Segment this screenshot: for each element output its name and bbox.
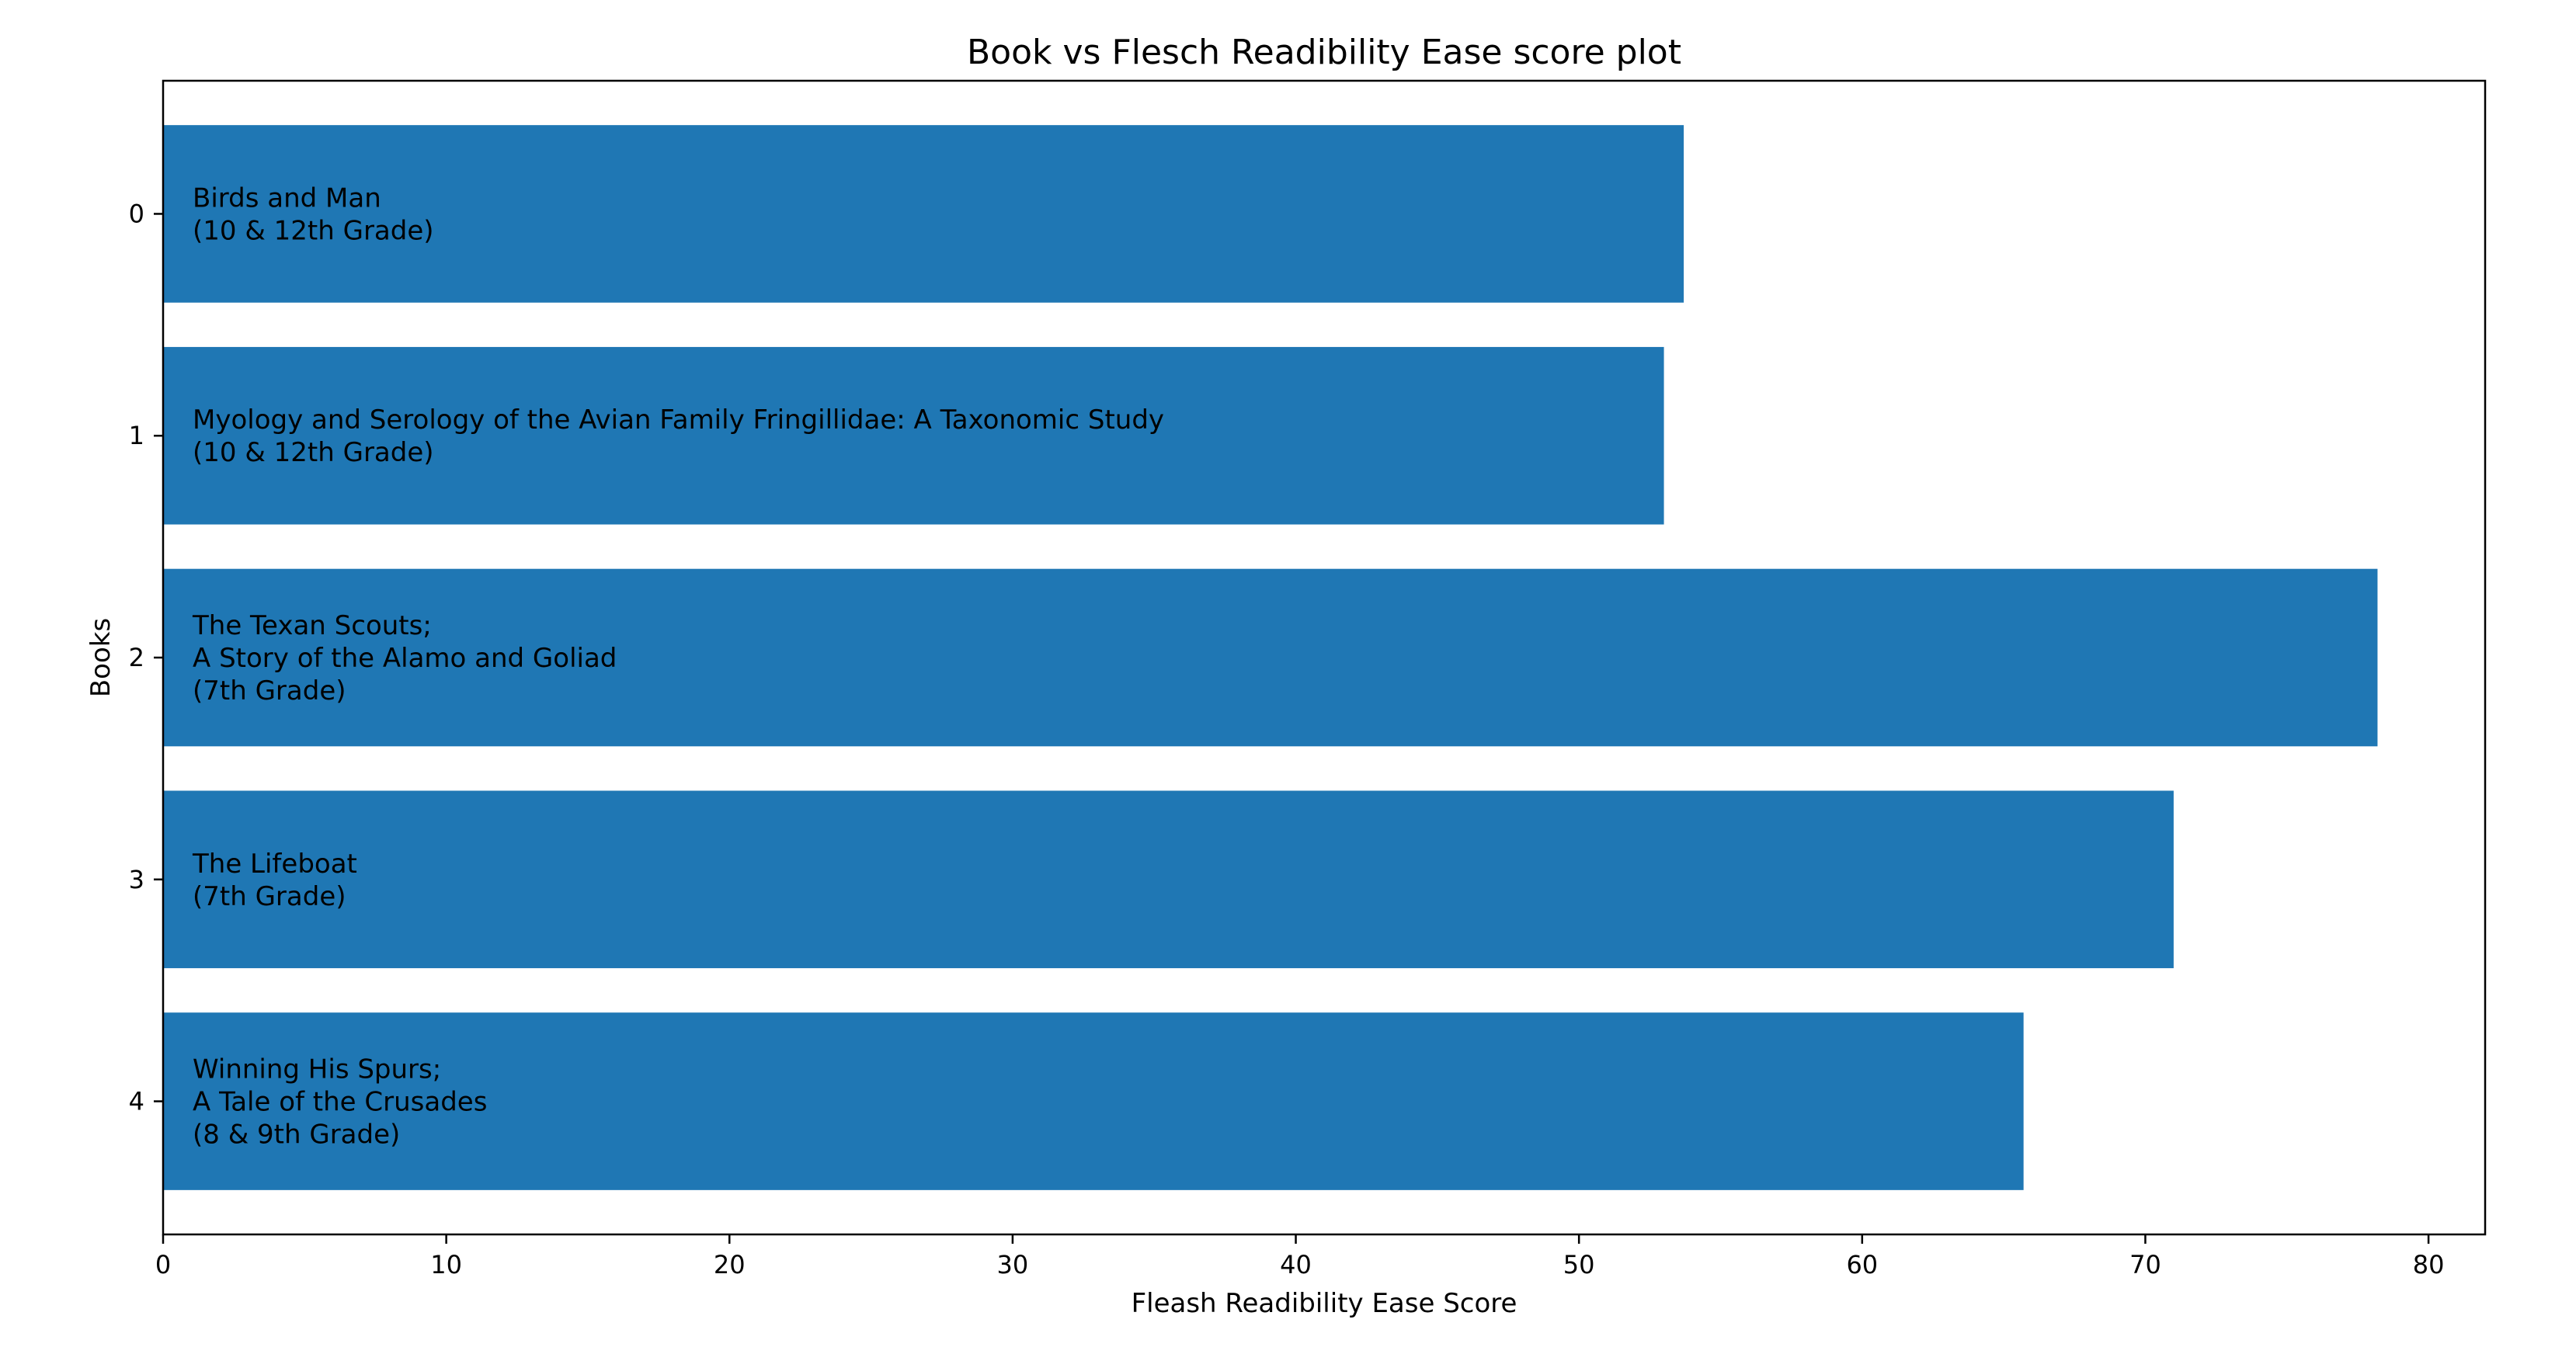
x-tick-label-1: 10 bbox=[430, 1250, 462, 1279]
bar-label-3: The Lifeboat (7th Grade) bbox=[192, 849, 357, 912]
bar-label-0-line-0: Birds and Man bbox=[193, 182, 381, 214]
y-tick-label-0: 0 bbox=[129, 199, 144, 228]
bars-group bbox=[163, 125, 2378, 1190]
x-tick-label-7: 70 bbox=[2129, 1250, 2161, 1279]
bar-label-2-line-0: The Texan Scouts; bbox=[192, 610, 432, 641]
bar-label-1-line-1: (10 & 12th Grade) bbox=[193, 437, 434, 468]
bar-label-4-line-2: (8 & 9th Grade) bbox=[193, 1120, 400, 1151]
bar-label-4: Winning His Spurs; A Tale of the Crusades… bbox=[193, 1054, 487, 1151]
x-tick-label-5: 50 bbox=[1563, 1250, 1595, 1279]
bar-label-3-line-0: The Lifeboat bbox=[192, 849, 357, 880]
y-axis-label: Books bbox=[85, 618, 116, 697]
bar-4 bbox=[163, 1012, 2024, 1190]
bar-label-2-line-2: (7th Grade) bbox=[193, 675, 346, 706]
bar-label-0: Birds and Man (10 & 12th Grade) bbox=[193, 182, 434, 246]
y-tick-label-2: 2 bbox=[129, 643, 144, 672]
bar-label-1: Myology and Serology of the Avian Family… bbox=[193, 404, 1164, 468]
x-tick-label-6: 60 bbox=[1846, 1250, 1878, 1279]
bar-0 bbox=[163, 125, 1684, 303]
x-tick-label-4: 40 bbox=[1280, 1250, 1312, 1279]
x-axis: 0 10 20 30 40 50 60 70 80 bbox=[155, 1234, 2445, 1279]
chart-title: Book vs Flesch Readibility Ease score pl… bbox=[967, 33, 1681, 72]
bar-2 bbox=[163, 568, 2378, 747]
bar-label-2-line-1: A Story of the Alamo and Goliad bbox=[193, 643, 617, 674]
bar-1 bbox=[163, 346, 1664, 525]
bar-label-1-line-0: Myology and Serology of the Avian Family… bbox=[193, 404, 1164, 436]
bar-labels-group: Birds and Man (10 & 12th Grade)Myology an… bbox=[192, 182, 1164, 1150]
bar-label-4-line-0: Winning His Spurs; bbox=[193, 1054, 441, 1085]
y-tick-label-1: 1 bbox=[129, 421, 144, 450]
y-axis: 0 1 2 3 4 bbox=[129, 199, 163, 1116]
x-tick-label-3: 30 bbox=[997, 1250, 1029, 1279]
bar-label-4-line-1: A Tale of the Crusades bbox=[193, 1087, 487, 1118]
bar-label-3-line-1: (7th Grade) bbox=[193, 881, 346, 912]
bar-label-0-line-1: (10 & 12th Grade) bbox=[193, 215, 434, 246]
y-tick-label-3: 3 bbox=[129, 865, 144, 894]
x-axis-label: Fleash Readibility Ease Score bbox=[1132, 1288, 1517, 1319]
y-tick-label-4: 4 bbox=[129, 1087, 144, 1116]
bar-3 bbox=[163, 790, 2174, 969]
x-tick-label-8: 80 bbox=[2413, 1250, 2445, 1279]
x-tick-label-0: 0 bbox=[155, 1250, 171, 1279]
bar-label-2: The Texan Scouts; A Story of the Alamo an… bbox=[192, 610, 617, 706]
x-tick-label-2: 20 bbox=[714, 1250, 746, 1279]
